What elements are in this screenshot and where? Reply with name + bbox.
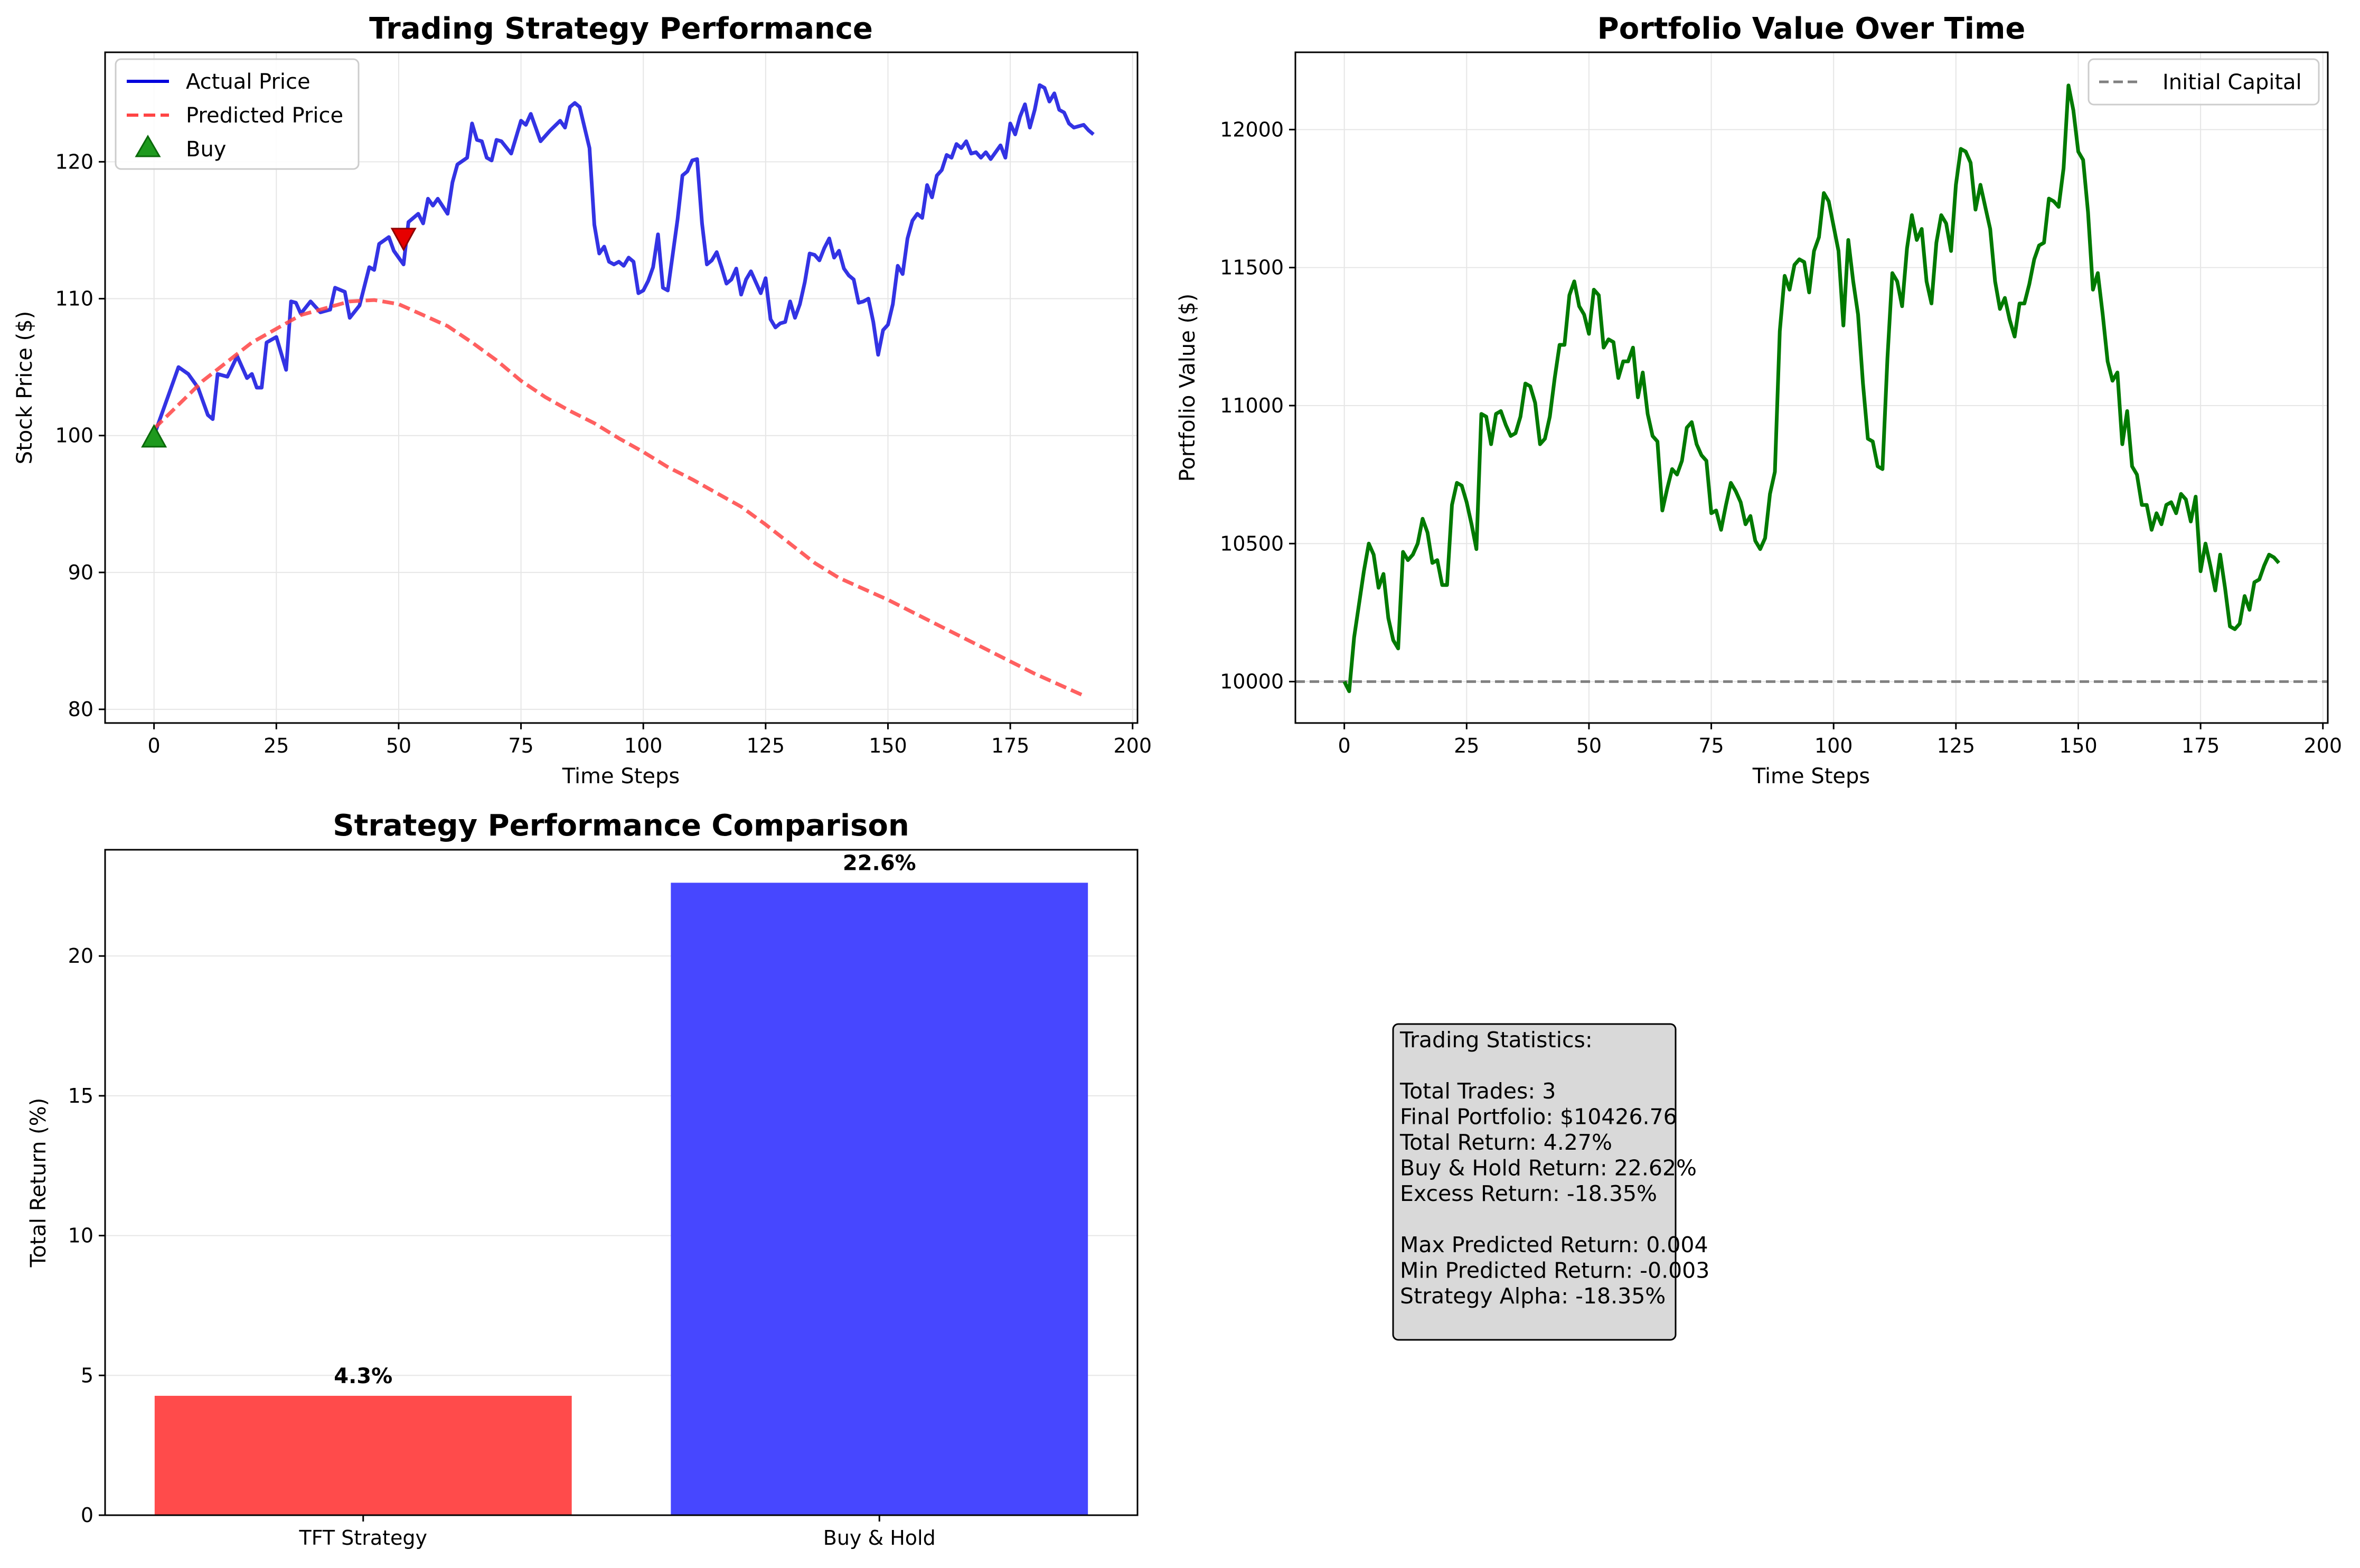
predicted-price-line <box>153 298 1085 698</box>
portfolio-xtick-label: 125 <box>1937 734 1976 757</box>
price-xtick-label: 0 <box>148 734 161 757</box>
returns-chart-ylabel: Total Return (%) <box>26 1098 51 1268</box>
price-chart: 0 25 50 75 100 125 150 175 200 80 90 100 110 120 Trad… <box>13 12 1152 788</box>
price-xtick-label: 25 <box>264 734 289 757</box>
trading-statistics-box: Trading Statistics: Total Trades: 3Final … <box>1392 1023 1709 1341</box>
portfolio-chart-title: Portfolio Value Over Time <box>1597 12 2026 46</box>
price-chart-frame <box>104 51 1139 724</box>
price-ytick-label: 120 <box>55 150 93 173</box>
buy-marker <box>141 424 167 448</box>
bar-value-label: 22.6% <box>843 851 916 875</box>
stats-line: Buy & Hold Return: 22.62% <box>1400 1156 1697 1181</box>
price-xtick-label: 50 <box>386 734 411 757</box>
returns-ytick-label: 0 <box>81 1504 93 1527</box>
returns-ytick-label: 20 <box>68 944 93 968</box>
portfolio-ytick-label: 10500 <box>1220 532 1284 555</box>
portfolio-chart-ylabel: Portfolio Value ($) <box>1176 294 1200 482</box>
portfolio-xtick-label: 175 <box>2182 734 2220 757</box>
price-chart-title: Trading Strategy Performance <box>369 12 873 46</box>
stats-line: Trading Statistics: <box>1399 1027 1593 1053</box>
price-chart-legend: Actual Price Predicted Price Buy <box>115 58 360 170</box>
price-ytick-label: 80 <box>68 698 93 721</box>
legend-predicted-label: Predicted Price <box>186 104 343 128</box>
stats-line: Total Return: 4.27% <box>1399 1130 1612 1155</box>
portfolio-chart-xlabel: Time Steps <box>1752 764 1870 788</box>
actual-price-line <box>152 83 1095 436</box>
price-ytick-label: 100 <box>55 424 93 447</box>
price-chart-xlabel: Time Steps <box>562 764 680 788</box>
sell-marker <box>390 228 417 252</box>
stats-line: Final Portfolio: $10426.76 <box>1400 1104 1677 1130</box>
legend-actual-label: Actual Price <box>186 70 311 94</box>
portfolio-ytick-label: 11500 <box>1220 256 1284 279</box>
returns-chart-title: Strategy Performance Comparison <box>333 809 909 843</box>
returns-category-label: Buy & Hold <box>823 1526 936 1550</box>
price-xtick-label: 200 <box>1113 734 1152 757</box>
stats-line: Max Predicted Return: 0.004 <box>1400 1232 1708 1257</box>
portfolio-xtick-label: 0 <box>1338 734 1351 757</box>
portfolio-xtick-label: 150 <box>2059 734 2098 757</box>
returns-ytick-label: 15 <box>68 1084 93 1107</box>
portfolio-ytick-label: 10000 <box>1220 670 1284 693</box>
portfolio-chart-frame <box>1294 51 2329 724</box>
portfolio-value-line <box>1342 83 2280 693</box>
price-xtick-label: 100 <box>624 734 663 757</box>
portfolio-xtick-label: 75 <box>1698 734 1724 757</box>
returns-ytick-label: 10 <box>68 1224 93 1247</box>
portfolio-xtick-label: 100 <box>1814 734 1853 757</box>
portfolio-ytick-label: 11000 <box>1220 394 1284 417</box>
portfolio-chart: 0 25 50 75 100 125 150 175 200 10000 10500 11000 115… <box>1176 12 2342 788</box>
price-xtick-label: 150 <box>869 734 907 757</box>
price-ytick-label: 90 <box>68 561 93 584</box>
stats-line: Strategy Alpha: -18.35% <box>1400 1283 1666 1309</box>
price-xtick-label: 125 <box>747 734 785 757</box>
bar-tft-strategy <box>154 1395 572 1515</box>
returns-chart: 4.3% 22.6% 0 5 10 15 20 TFT Strategy Buy & Hold… <box>26 809 1139 1550</box>
returns-ytick-label: 5 <box>81 1364 93 1387</box>
stats-line: Excess Return: -18.35% <box>1400 1181 1657 1206</box>
portfolio-xtick-label: 50 <box>1576 734 1602 757</box>
stats-line: Min Predicted Return: -0.003 <box>1400 1258 1709 1283</box>
returns-chart-frame <box>104 849 1139 1516</box>
portfolio-xtick-label: 200 <box>2303 734 2342 757</box>
portfolio-xtick-label: 25 <box>1454 734 1479 757</box>
price-chart-ylabel: Stock Price ($) <box>13 311 37 464</box>
price-ytick-label: 110 <box>55 287 93 311</box>
stats-line: Total Trades: 3 <box>1399 1078 1556 1104</box>
portfolio-ytick-label: 12000 <box>1220 118 1284 141</box>
returns-category-label: TFT Strategy <box>298 1526 427 1550</box>
price-xtick-label: 75 <box>508 734 533 757</box>
bar-value-label: 4.3% <box>334 1364 392 1388</box>
legend-buy-marker <box>135 135 161 157</box>
bar-buy-and-hold <box>671 882 1088 1515</box>
price-xtick-label: 175 <box>991 734 1030 757</box>
portfolio-chart-legend: Initial Capital <box>2088 58 2320 106</box>
legend-buy-label: Buy <box>186 137 226 162</box>
legend-initial-capital-label: Initial Capital <box>2162 70 2302 95</box>
